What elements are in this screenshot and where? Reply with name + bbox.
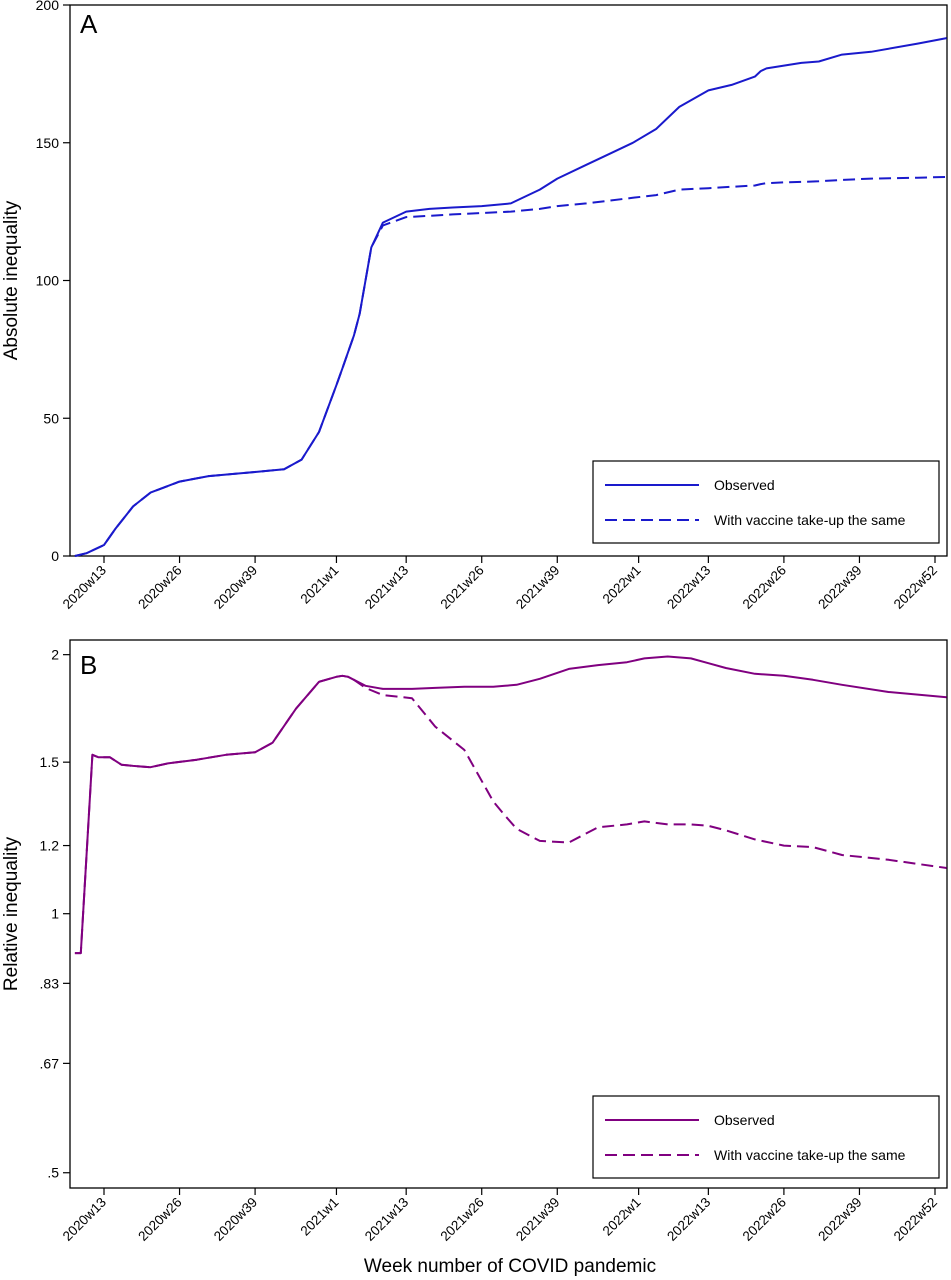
legend-label: Observed xyxy=(714,1112,775,1128)
y-tick-label: 0 xyxy=(51,548,59,564)
y-tick-label: 1.2 xyxy=(40,838,60,854)
legend-label: Observed xyxy=(714,477,775,493)
y-tick-label: .5 xyxy=(47,1165,59,1181)
y-tick-label: .67 xyxy=(40,1055,60,1071)
series-line-observed xyxy=(74,655,947,955)
panel-letter: B xyxy=(80,650,97,680)
series-line-observed xyxy=(74,37,947,557)
y-tick-label: 1 xyxy=(51,906,59,922)
y-tick-label: 2 xyxy=(51,647,59,663)
y-tick-label: 1.5 xyxy=(40,754,60,770)
y-tick-label: 50 xyxy=(43,410,59,426)
legend-label: With vaccine take-up the same xyxy=(714,512,906,528)
legend-box xyxy=(592,460,940,544)
y-tick-label: 150 xyxy=(36,135,60,151)
y-tick-label: 100 xyxy=(36,273,60,289)
y-tick-label: .83 xyxy=(40,975,60,991)
y-axis-label: Absolute inequality xyxy=(1,200,22,360)
x-axis-label: Week number of COVID pandemic xyxy=(364,1256,656,1277)
legend: Observed With vaccine take-up the same xyxy=(592,1095,940,1179)
legend: Observed With vaccine take-up the same xyxy=(592,460,940,544)
legend-label: With vaccine take-up the same xyxy=(714,1147,906,1163)
legend-box xyxy=(592,1095,940,1179)
panel-letter: A xyxy=(80,9,98,39)
y-tick-label: 200 xyxy=(36,0,60,13)
y-axis-label: Relative inequality xyxy=(1,836,22,991)
